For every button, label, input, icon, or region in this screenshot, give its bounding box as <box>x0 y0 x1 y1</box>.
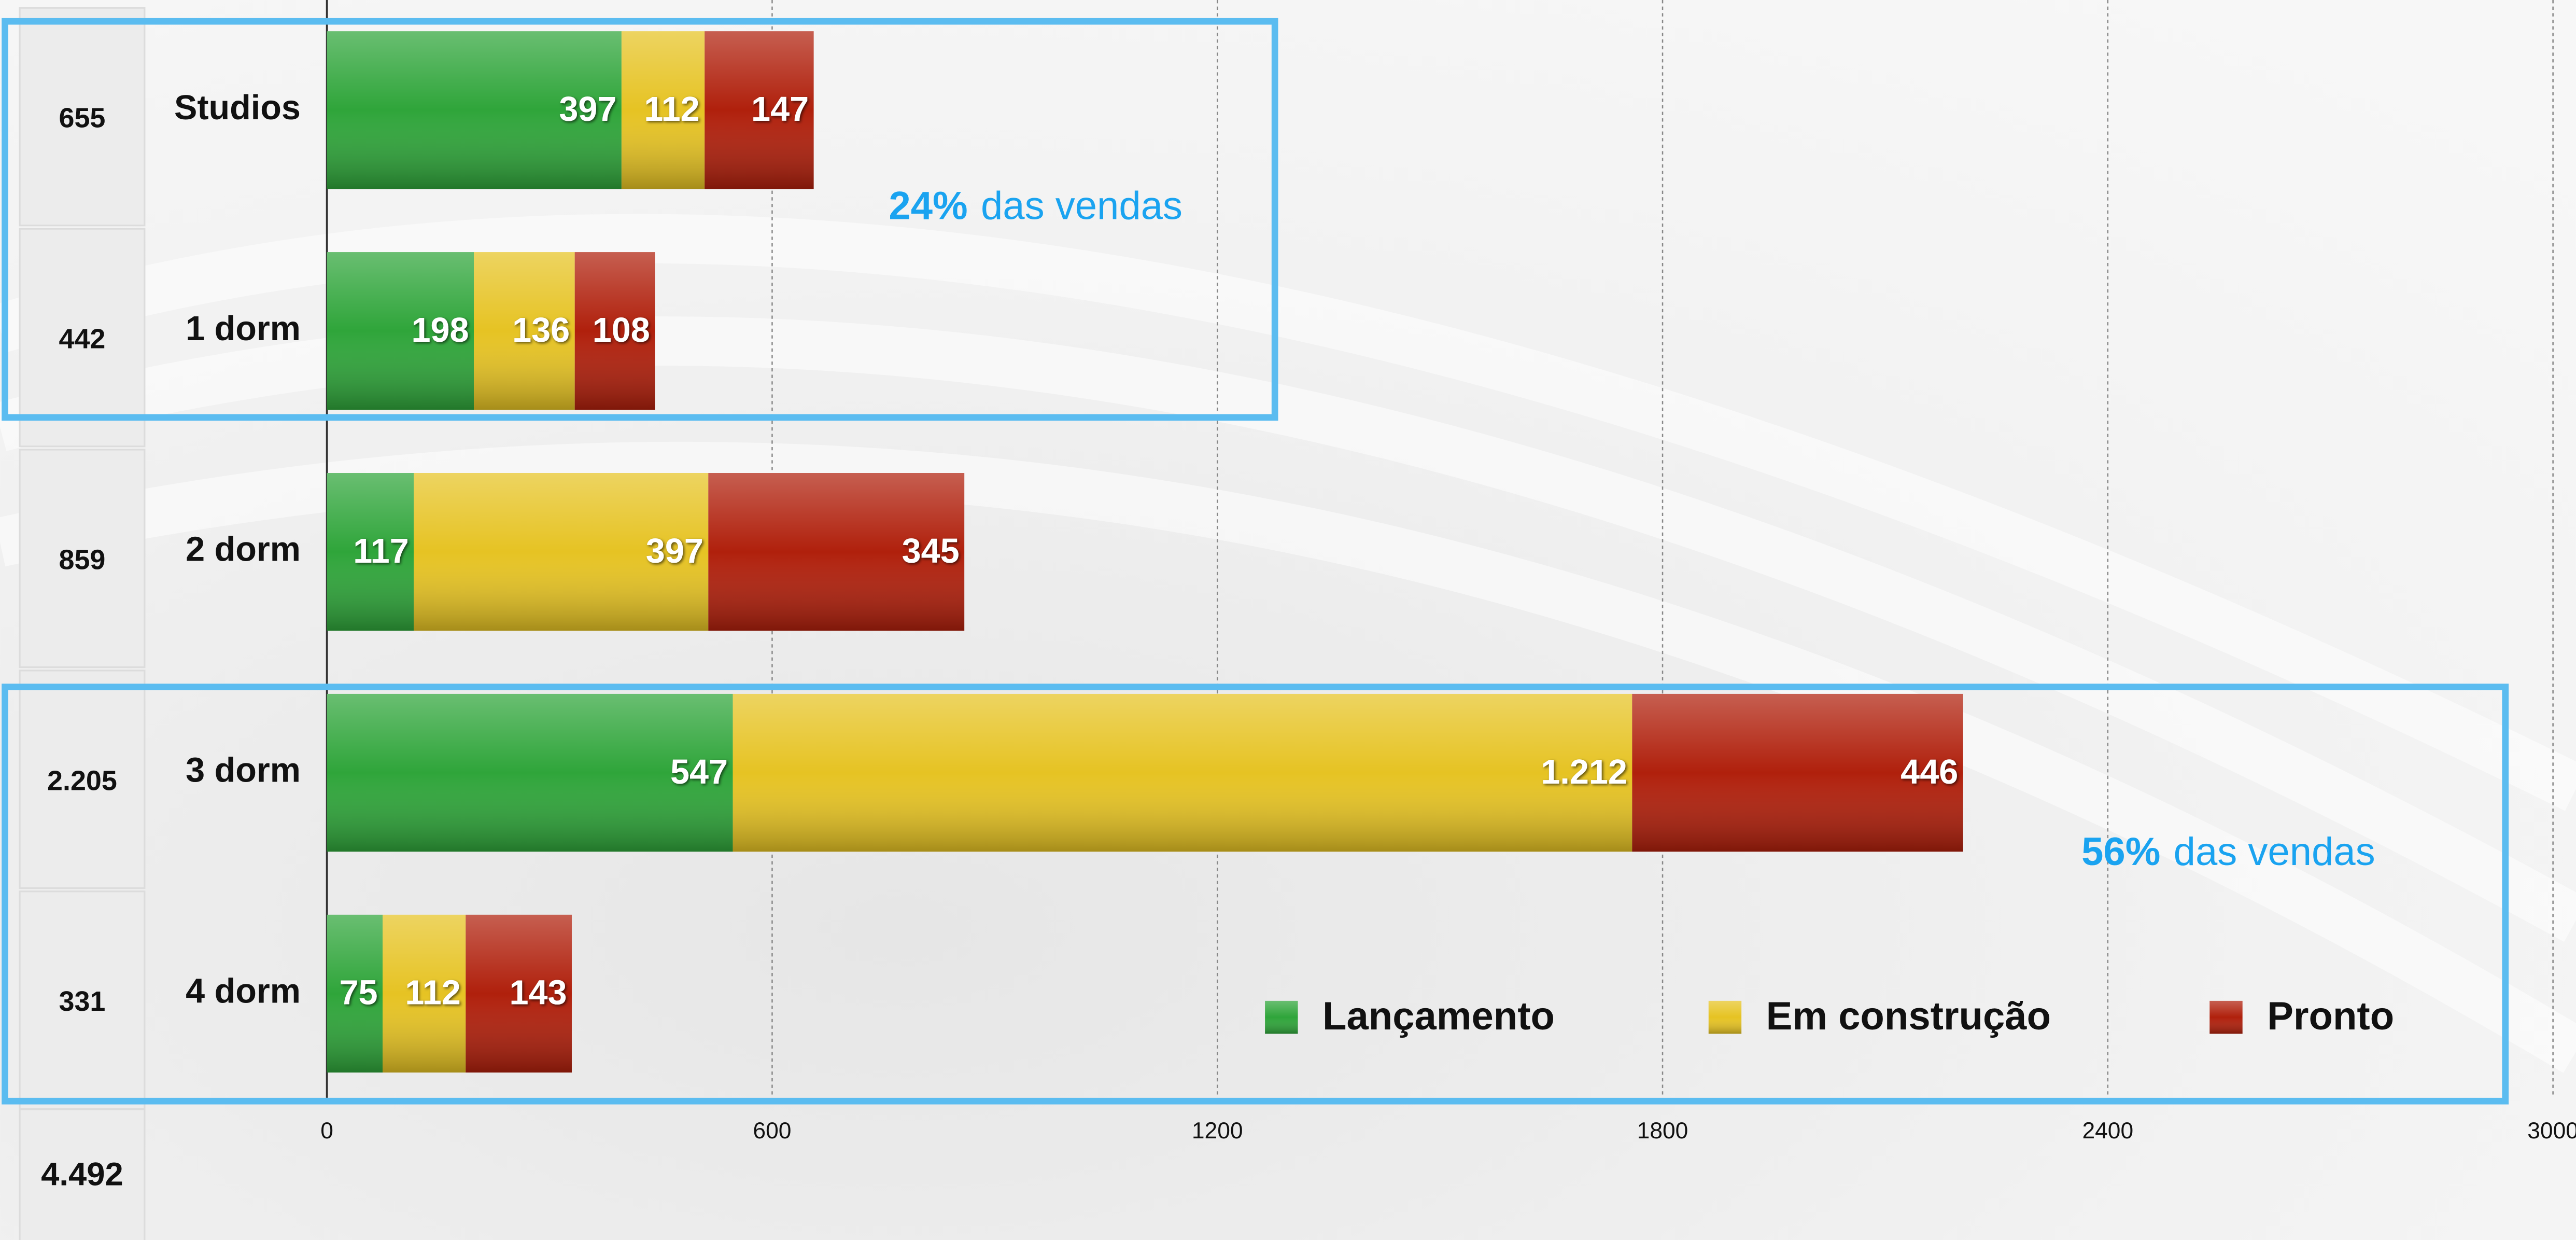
annotation-text: das vendas <box>2174 830 2375 874</box>
bar-shade <box>382 914 466 1073</box>
value-label: 112 <box>405 974 460 1012</box>
legend-label: Lançamento <box>1322 994 1555 1038</box>
bar-shade <box>414 473 709 631</box>
category-label: 2 dorm <box>186 531 301 569</box>
row-total: 2.205 <box>47 765 117 796</box>
legend-label: Em construção <box>1766 994 2051 1038</box>
annotation-percent: 56% <box>2081 830 2160 874</box>
bar-shade <box>621 31 705 189</box>
value-label: 108 <box>593 311 650 350</box>
row-total: 442 <box>59 323 106 354</box>
annotation-percent: 24% <box>889 184 967 228</box>
bar-shade <box>327 693 733 852</box>
value-label: 397 <box>559 90 616 129</box>
annotation: 56% das vendas <box>2081 830 2375 874</box>
total-cell <box>19 890 146 1110</box>
total-cell <box>19 449 146 668</box>
annotation-text: das vendas <box>981 184 1183 228</box>
x-tick-label: 1200 <box>1192 1118 1243 1144</box>
annotation: 24% das vendas <box>889 184 1183 228</box>
value-label: 397 <box>646 532 703 570</box>
x-tick-label: 0 <box>320 1118 333 1144</box>
legend-swatch-shade <box>1708 1000 1742 1034</box>
highlight-box <box>2 18 1278 421</box>
total-cell <box>19 1108 146 1240</box>
bar-shade <box>705 31 814 189</box>
highlight-box <box>2 684 2509 1105</box>
value-label: 446 <box>1901 753 1958 791</box>
x-tick-label: 3000 <box>2527 1118 2576 1144</box>
x-tick-label: 1800 <box>1637 1118 1688 1144</box>
bar-shade <box>327 252 474 410</box>
bar-shade <box>327 914 383 1073</box>
value-label: 75 <box>339 974 377 1012</box>
total-cell <box>19 228 146 448</box>
bar-shade <box>327 31 622 189</box>
grand-total: 4.492 <box>41 1157 123 1193</box>
legend-swatch-shade <box>2209 1000 2243 1034</box>
value-label: 547 <box>670 753 728 791</box>
total-cell <box>19 670 146 889</box>
bar-shade <box>708 473 965 631</box>
row-total: 331 <box>59 986 106 1017</box>
value-label: 117 <box>353 532 409 570</box>
bar-shade <box>327 473 414 631</box>
legend-swatch-shade <box>1265 1000 1298 1034</box>
row-total: 859 <box>59 544 106 575</box>
category-label: 3 dorm <box>186 751 301 790</box>
bar-shade <box>574 252 655 410</box>
value-label: 345 <box>902 532 960 570</box>
total-cell <box>19 7 146 227</box>
category-label: 1 dorm <box>186 310 301 348</box>
bar-shade <box>733 693 1632 852</box>
value-label: 136 <box>512 311 570 350</box>
value-label: 198 <box>412 311 469 350</box>
bar-shade <box>1632 693 1963 852</box>
bar-shade <box>466 914 572 1073</box>
bar-shade <box>474 252 575 410</box>
value-label: 1.212 <box>1541 753 1627 791</box>
value-label: 143 <box>509 974 567 1012</box>
category-label: Studios <box>174 89 301 127</box>
x-tick-label: 2400 <box>2082 1118 2133 1144</box>
value-label: 147 <box>751 90 809 129</box>
value-label: 112 <box>644 90 699 129</box>
legend-label: Pronto <box>2267 994 2394 1038</box>
category-label: 4 dorm <box>186 972 301 1011</box>
x-tick-label: 600 <box>753 1118 791 1144</box>
row-total: 655 <box>59 103 106 134</box>
